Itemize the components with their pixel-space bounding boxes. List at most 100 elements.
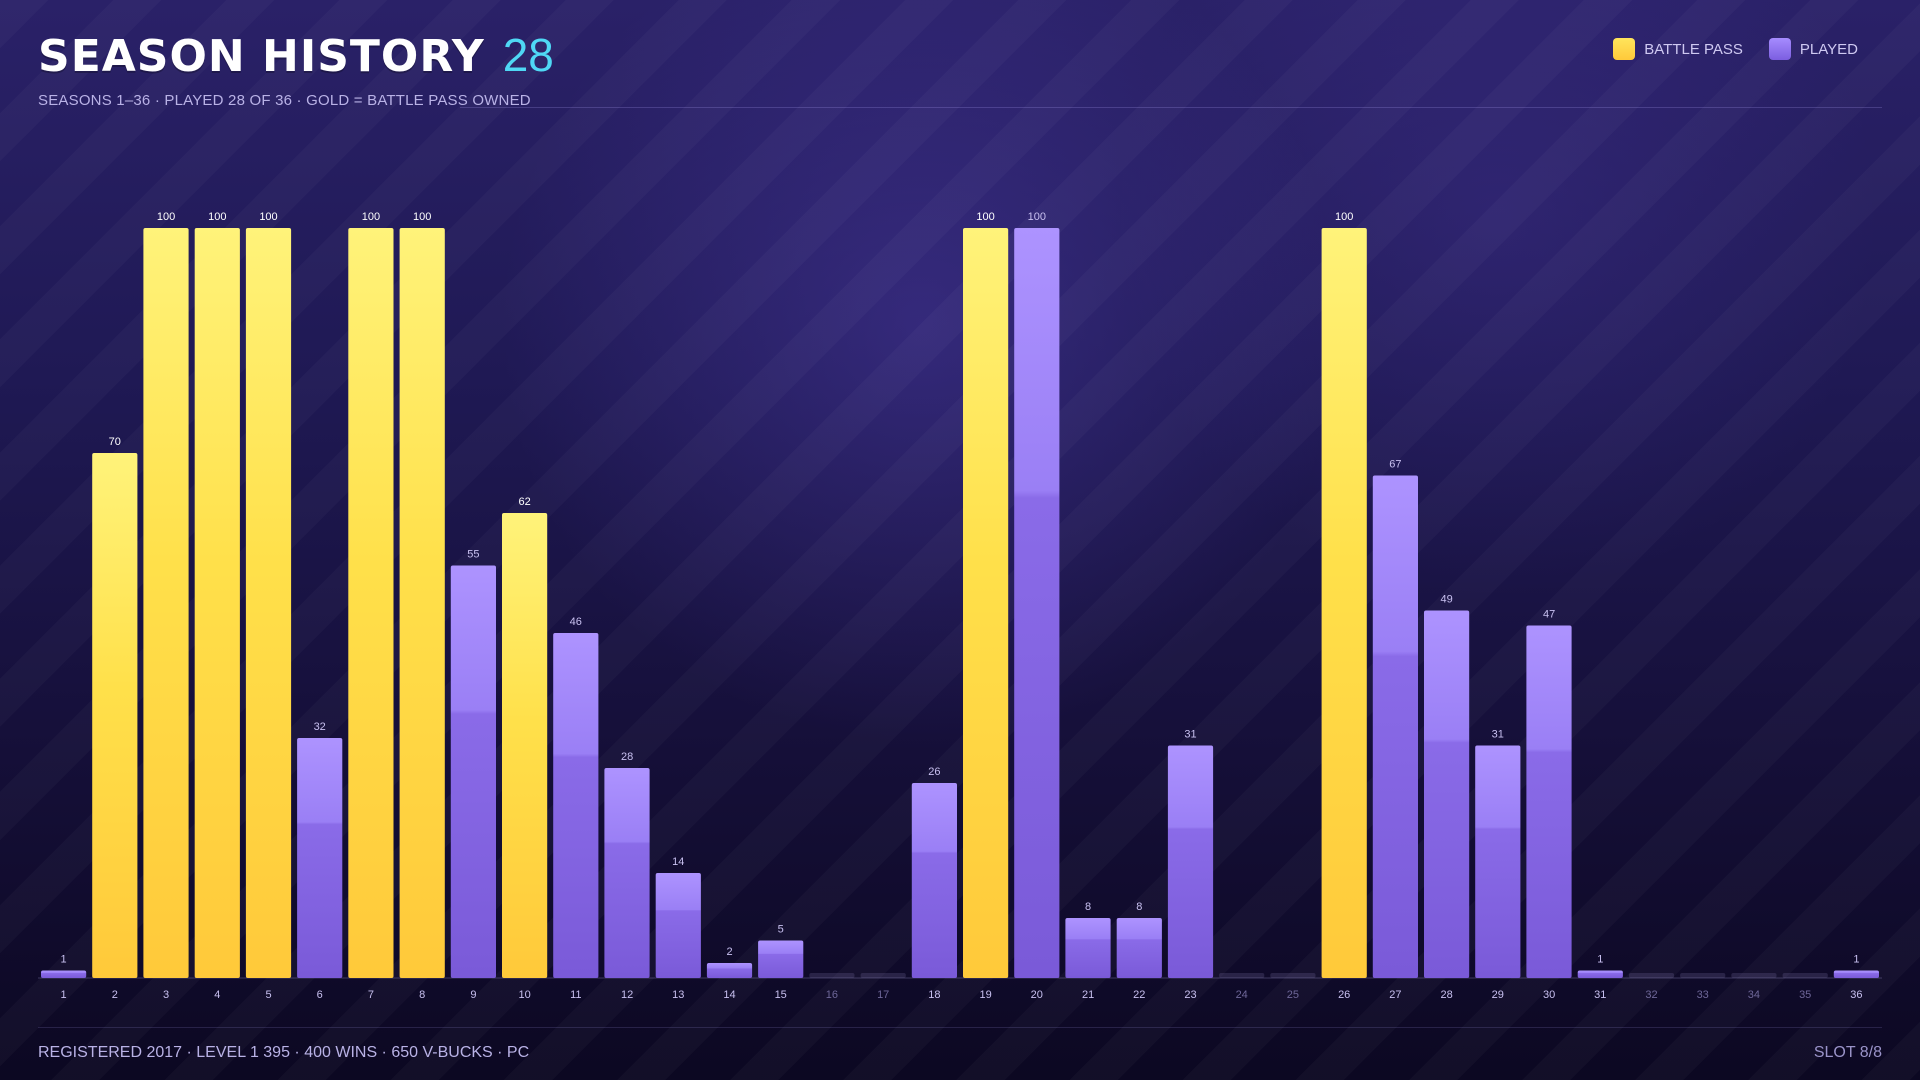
x-tick-label-20: 20	[1031, 989, 1043, 1001]
bar-season-1	[41, 970, 87, 978]
bar-value-label-2: 70	[109, 436, 121, 448]
x-tick-label-13: 13	[672, 989, 684, 1001]
bar-value-label-31: 1	[1597, 954, 1603, 966]
bar-season-24	[1219, 973, 1265, 978]
bar-season-27	[1372, 475, 1418, 978]
bar-season-22	[1116, 918, 1162, 978]
x-tick-label-2: 2	[112, 989, 118, 1001]
footer-divider	[38, 1027, 1882, 1028]
page-title: SEASON HISTORY	[38, 31, 485, 82]
x-tick-label-18: 18	[928, 989, 940, 1001]
bar-value-label-12: 28	[621, 751, 633, 763]
bar-value-label-22: 8	[1136, 901, 1142, 913]
bar-season-34	[1731, 973, 1777, 978]
bar-value-label-18: 26	[928, 766, 940, 778]
x-tick-label-22: 22	[1133, 989, 1145, 1001]
x-tick-label-36: 36	[1850, 989, 1862, 1001]
bar-value-label-28: 49	[1440, 594, 1452, 606]
bar-season-10	[502, 513, 548, 978]
x-tick-label-17: 17	[877, 989, 889, 1001]
bar-value-label-26: 100	[1335, 211, 1353, 223]
legend-item-battle-pass: BATTLE PASS	[1613, 38, 1743, 60]
bar-value-label-9: 55	[467, 549, 479, 561]
bar-season-20	[1014, 228, 1060, 978]
page-subtitle: SEASONS 1–36 · PLAYED 28 OF 36 · GOLD = …	[38, 92, 531, 109]
x-tick-label-31: 31	[1594, 989, 1606, 1001]
bar-value-label-19: 100	[976, 211, 994, 223]
bar-season-18	[911, 783, 957, 978]
x-tick-label-1: 1	[61, 989, 67, 1001]
bar-value-label-30: 47	[1543, 609, 1555, 621]
bar-value-label-36: 1	[1853, 954, 1859, 966]
bar-value-label-5: 100	[259, 211, 277, 223]
bar-value-label-23: 31	[1184, 729, 1196, 741]
season-count: 28	[502, 29, 554, 81]
header: SEASON HISTORY 28	[38, 28, 554, 82]
bar-value-label-6: 32	[314, 721, 326, 733]
x-tick-label-34: 34	[1748, 989, 1760, 1001]
bar-value-label-4: 100	[208, 211, 226, 223]
bar-season-17	[860, 973, 906, 978]
x-tick-label-21: 21	[1082, 989, 1094, 1001]
bar-season-3	[143, 228, 189, 978]
bar-season-6	[297, 738, 343, 978]
bar-season-30	[1526, 625, 1572, 978]
slot-indicator: SLOT 8/8	[1813, 1044, 1882, 1061]
bar-season-26	[1321, 228, 1367, 978]
x-tick-label-9: 9	[470, 989, 476, 1001]
x-tick-label-35: 35	[1799, 989, 1811, 1001]
legend: BATTLE PASS PLAYED	[1613, 38, 1858, 60]
x-tick-label-25: 25	[1287, 989, 1299, 1001]
bar-season-15	[758, 940, 804, 978]
bar-season-12	[604, 768, 650, 978]
bar-value-label-8: 100	[413, 211, 431, 223]
x-tick-label-7: 7	[368, 989, 374, 1001]
bar-value-label-13: 14	[672, 856, 684, 868]
bar-value-label-10: 62	[518, 496, 530, 508]
bar-season-33	[1680, 973, 1726, 978]
bar-season-13	[655, 873, 701, 978]
x-tick-label-24: 24	[1236, 989, 1248, 1001]
bar-season-29	[1475, 745, 1521, 978]
x-tick-label-6: 6	[317, 989, 323, 1001]
bar-value-label-11: 46	[570, 616, 582, 628]
bar-value-label-27: 67	[1389, 459, 1401, 471]
bar-season-9	[450, 565, 496, 978]
profile-summary: REGISTERED 2017 · LEVEL 1 395 · 400 WINS…	[38, 1044, 530, 1061]
bar-value-label-15: 5	[778, 924, 784, 936]
bar-value-label-29: 31	[1492, 729, 1504, 741]
x-tick-label-12: 12	[621, 989, 633, 1001]
bar-value-label-20: 100	[1028, 211, 1046, 223]
legend-item-played: PLAYED	[1768, 38, 1858, 60]
bar-season-19	[963, 228, 1009, 978]
bar-value-label-14: 2	[726, 946, 732, 958]
x-tick-label-14: 14	[723, 989, 735, 1001]
bar-season-36	[1833, 970, 1879, 978]
x-tick-label-3: 3	[163, 989, 169, 1001]
bar-season-25	[1270, 973, 1316, 978]
x-tick-label-16: 16	[826, 989, 838, 1001]
bar-season-21	[1065, 918, 1111, 978]
bar-season-23	[1167, 745, 1214, 978]
legend-label-played: PLAYED	[1799, 40, 1858, 58]
x-tick-label-8: 8	[419, 989, 425, 1001]
x-tick-label-29: 29	[1492, 989, 1504, 1001]
bar-season-16	[809, 973, 855, 978]
x-tick-label-26: 26	[1338, 989, 1350, 1001]
bar-season-32	[1628, 973, 1675, 978]
x-tick-label-5: 5	[265, 989, 271, 1001]
bar-value-label-1: 1	[61, 954, 67, 966]
x-tick-label-30: 30	[1543, 989, 1555, 1001]
bar-season-2	[92, 453, 138, 978]
bar-season-11	[553, 633, 599, 978]
x-tick-label-19: 19	[979, 989, 991, 1001]
x-tick-label-4: 4	[214, 989, 220, 1001]
played-swatch	[1768, 38, 1791, 60]
bar-value-label-21: 8	[1085, 901, 1091, 913]
bar-season-8	[399, 228, 445, 978]
x-tick-label-33: 33	[1697, 989, 1709, 1001]
bar-season-14	[706, 963, 753, 978]
x-tick-label-27: 27	[1389, 989, 1401, 1001]
x-tick-label-15: 15	[775, 989, 787, 1001]
